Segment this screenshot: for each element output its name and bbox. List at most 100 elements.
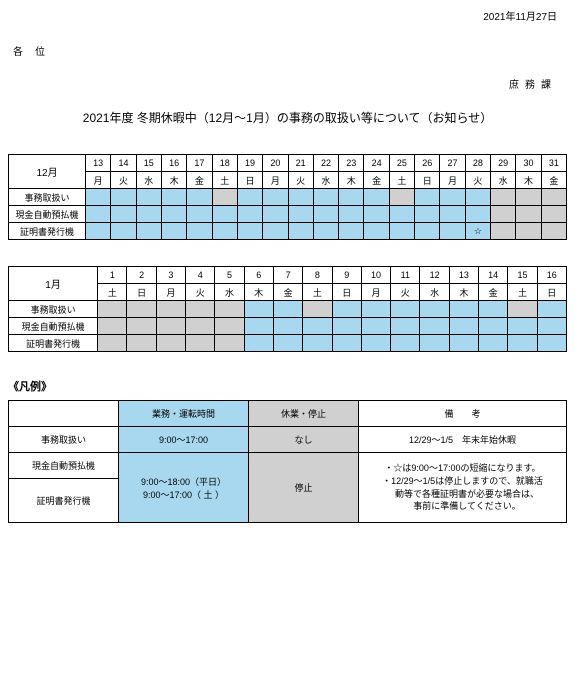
calendar-cell <box>440 189 465 206</box>
calendar-cell <box>273 335 302 352</box>
calendar-day-num: 3 <box>156 267 185 284</box>
calendar-day-num: 28 <box>465 155 490 172</box>
calendar-weekday: 金 <box>541 172 566 189</box>
legend-row1-label: 事務取扱い <box>9 427 119 453</box>
calendar-cell <box>156 301 185 318</box>
calendar-cell <box>237 189 262 206</box>
calendar-cell <box>212 189 237 206</box>
calendar-day-num: 24 <box>364 155 389 172</box>
calendar-cell <box>449 318 478 335</box>
calendar-weekday: 月 <box>86 172 111 189</box>
calendar-cell <box>86 223 111 240</box>
calendar-cell <box>244 301 273 318</box>
calendar-day-num: 14 <box>111 155 136 172</box>
january-calendar: 1月12345678910111213141516土日月火水木金土日月火水木金土… <box>8 266 567 352</box>
calendar-weekday: 火 <box>111 172 136 189</box>
calendar-cell <box>186 335 215 352</box>
calendar-cell <box>303 318 332 335</box>
calendar-cell <box>215 301 244 318</box>
calendar-cell <box>288 189 313 206</box>
calendar-cell <box>187 223 212 240</box>
calendar-day-num: 8 <box>303 267 332 284</box>
calendar-cell <box>303 335 332 352</box>
calendar-day-num: 14 <box>479 267 508 284</box>
calendar-cell <box>288 206 313 223</box>
calendar-cell <box>313 189 338 206</box>
department: 庶務課 <box>8 76 567 91</box>
calendar-row-label: 証明書発行機 <box>9 223 86 240</box>
calendar-cell <box>541 206 566 223</box>
calendar-weekday: 木 <box>244 284 273 301</box>
calendar-weekday: 水 <box>215 284 244 301</box>
calendar-weekday: 日 <box>537 284 566 301</box>
calendar-cell <box>332 335 361 352</box>
calendar-cell <box>237 206 262 223</box>
calendar-cell <box>215 318 244 335</box>
calendar-cell <box>449 335 478 352</box>
calendar-row-label: 事務取扱い <box>9 189 86 206</box>
calendar-day-num: 31 <box>541 155 566 172</box>
calendar-weekday: 木 <box>449 284 478 301</box>
calendar-cell <box>479 335 508 352</box>
calendar-day-num: 11 <box>391 267 420 284</box>
legend-row2-label: 現金自動預払機 <box>9 453 119 479</box>
calendar-weekday: 土 <box>389 172 414 189</box>
calendar-cell <box>263 206 288 223</box>
calendar-cell <box>111 206 136 223</box>
calendar-cell <box>127 318 156 335</box>
calendar-day-num: 26 <box>415 155 440 172</box>
calendar-cell: ☆ <box>465 223 490 240</box>
calendar-day-num: 30 <box>516 155 541 172</box>
calendar-cell <box>98 335 127 352</box>
calendar-cell <box>186 301 215 318</box>
calendar-day-num: 25 <box>389 155 414 172</box>
month-label: 12月 <box>9 155 86 189</box>
calendar-cell <box>415 206 440 223</box>
legend-table: 業務・運転時間 休業・停止 備 考 事務取扱い 9:00～17:00 なし 12… <box>8 400 567 523</box>
calendar-day-num: 15 <box>508 267 537 284</box>
calendar-cell <box>449 301 478 318</box>
calendar-weekday: 土 <box>212 172 237 189</box>
calendar-cell <box>389 206 414 223</box>
calendar-cell <box>127 301 156 318</box>
calendar-cell <box>332 301 361 318</box>
calendar-weekday: 土 <box>98 284 127 301</box>
legend-row1-closed: なし <box>249 427 359 453</box>
calendar-cell <box>136 206 161 223</box>
calendar-cell <box>465 206 490 223</box>
calendar-cell <box>215 335 244 352</box>
calendar-cell <box>508 335 537 352</box>
legend-header-notes: 備 考 <box>359 401 567 427</box>
calendar-weekday: 火 <box>288 172 313 189</box>
calendar-cell <box>187 189 212 206</box>
calendar-cell <box>389 223 414 240</box>
calendar-day-num: 7 <box>273 267 302 284</box>
calendar-day-num: 1 <box>98 267 127 284</box>
calendar-cell <box>136 189 161 206</box>
calendar-cell <box>339 223 364 240</box>
calendar-day-num: 12 <box>420 267 449 284</box>
calendar-day-num: 23 <box>339 155 364 172</box>
calendar-cell <box>127 335 156 352</box>
calendar-cell <box>187 206 212 223</box>
calendar-weekday: 金 <box>273 284 302 301</box>
calendar-day-num: 20 <box>263 155 288 172</box>
calendar-cell <box>111 189 136 206</box>
legend-header-blank <box>9 401 119 427</box>
calendar-day-num: 9 <box>332 267 361 284</box>
calendar-cell <box>479 301 508 318</box>
calendar-cell <box>440 206 465 223</box>
calendar-weekday: 水 <box>313 172 338 189</box>
calendar-cell <box>263 189 288 206</box>
calendar-cell <box>361 335 390 352</box>
calendar-day-num: 16 <box>537 267 566 284</box>
december-calendar: 12月1314151617181920212223242526272829303… <box>8 154 567 240</box>
calendar-day-num: 16 <box>161 155 186 172</box>
legend-row1-hours: 9:00～17:00 <box>119 427 249 453</box>
calendar-cell <box>491 223 516 240</box>
calendar-cell <box>541 223 566 240</box>
calendar-weekday: 火 <box>186 284 215 301</box>
calendar-weekday: 金 <box>479 284 508 301</box>
calendar-cell <box>541 189 566 206</box>
calendar-day-num: 4 <box>186 267 215 284</box>
